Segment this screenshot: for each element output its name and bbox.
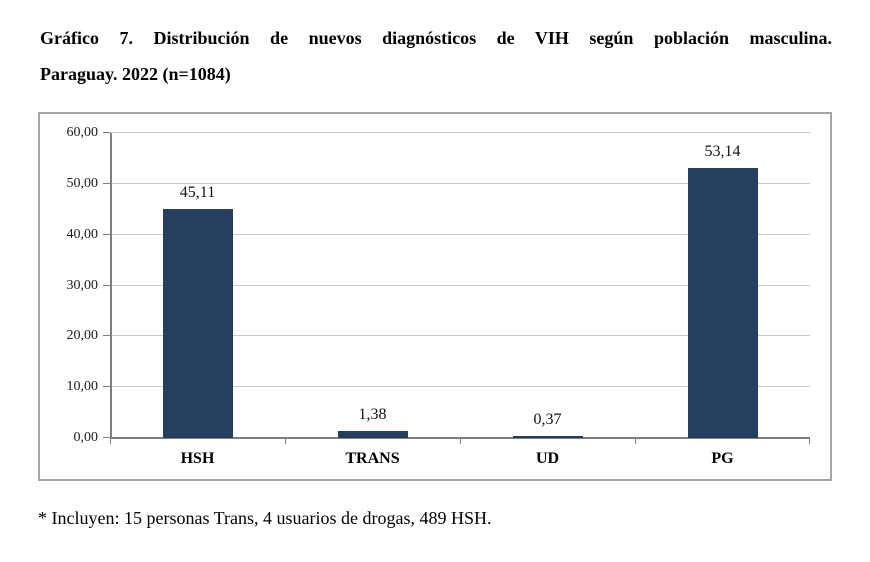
bar-value-label: 1,38 [358, 406, 387, 423]
chart-box: 0,00 10,00 20,00 30,00 40,00 50,00 60,00 45,11 H… [38, 112, 832, 481]
y-axis-tick [103, 182, 110, 184]
bar-pg [687, 167, 758, 438]
x-axis-tick [635, 438, 636, 444]
y-axis-tick [103, 437, 110, 438]
footnote: * Incluyen: 15 personas Trans, 4 usuario… [38, 508, 492, 528]
bar-hsh [162, 208, 233, 438]
chart-title-line1: Gráfico 7. Distribución de nuevos diagnó… [40, 28, 832, 48]
y-axis-tick-label: 40,00 [66, 226, 99, 242]
gridline [110, 284, 810, 286]
plot-area: 0,00 10,00 20,00 30,00 40,00 50,00 60,00 45,11 H… [67, 125, 810, 467]
bar-value-label: 53,14 [704, 142, 741, 160]
bar-value-label: 0,37 [533, 411, 562, 429]
y-axis-line [110, 133, 112, 438]
y-axis-tick [103, 132, 110, 133]
x-axis-tick [460, 438, 461, 444]
y-axis-tick [103, 233, 110, 235]
gridline [110, 233, 810, 235]
x-category-label: UD [535, 450, 560, 467]
x-axis-tick [285, 438, 286, 444]
y-axis-tick [103, 386, 110, 388]
x-category-label: TRANS [345, 450, 400, 467]
y-axis-tick-label: 60,00 [66, 125, 99, 140]
gridline [110, 182, 810, 184]
chart-title-line2: Paraguay. 2022 (n=1084) [40, 64, 231, 84]
y-axis-tick-label: 0,00 [73, 430, 99, 445]
y-axis-tick [103, 284, 110, 286]
gridline [110, 386, 810, 388]
bar-ud [512, 436, 583, 438]
y-axis-tick [103, 335, 110, 337]
bar-value-label: 45,11 [179, 183, 216, 201]
x-category-label: HSH [180, 450, 215, 467]
x-axis-tick [110, 438, 111, 444]
y-axis-tick-label: 10,00 [66, 379, 99, 395]
gridline [110, 132, 810, 133]
chart-title: Gráfico 7. Distribución de nuevos diagnó… [40, 20, 832, 92]
y-axis-tick-label: 20,00 [66, 328, 99, 344]
gridline [110, 335, 810, 337]
y-axis-tick-label: 30,00 [66, 277, 99, 293]
x-category-label: PG [711, 450, 734, 467]
bar-trans [337, 431, 408, 438]
y-axis-tick-label: 50,00 [66, 175, 99, 191]
x-axis-tick [809, 438, 810, 444]
